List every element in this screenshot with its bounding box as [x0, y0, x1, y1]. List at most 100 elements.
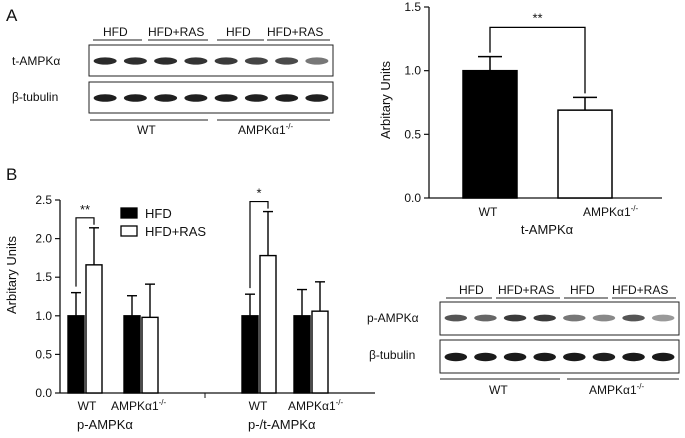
blot-band [154, 57, 178, 65]
chart-b-bar [311, 310, 329, 394]
chart-b-bar [85, 264, 103, 394]
blot-b-group-label-2: HFD+RAS [498, 283, 554, 297]
chart-b-ytick-label: 0.5 [35, 347, 52, 361]
blot-b-row-label-2: β-tubulin [369, 348, 415, 362]
chart-a-category-ko: AMPKα1-/- [583, 204, 639, 219]
chart-b-significance-bracket [249, 200, 269, 289]
blot-band [622, 314, 645, 322]
chart-b-legend-label: HFD+RAS [145, 224, 206, 239]
blot-band [214, 94, 238, 102]
blot-a-bands-tubulin [93, 94, 329, 102]
panel-letter-a: A [6, 6, 18, 25]
blot-band [533, 352, 556, 362]
blot-band [503, 352, 527, 362]
blot-band [184, 57, 208, 65]
panel-letter-b: B [6, 165, 17, 184]
blot-b-genotype-ko: AMPKα1-/- [589, 382, 645, 397]
blot-a: HFD HFD+RAS HFD HFD+RAS t-AMPKα β-tubuli… [12, 25, 334, 137]
blot-a-group-label-2: HFD+RAS [148, 25, 204, 39]
chart-a-significance-bracket [489, 26, 586, 94]
chart-b-significance-bracket [75, 217, 95, 287]
blot-band [444, 314, 468, 322]
blot-b-group-label-3: HFD [570, 283, 595, 297]
chart-a-bar [462, 69, 518, 199]
chart-b-ytick-label: 1.0 [35, 309, 52, 323]
blot-band [93, 57, 117, 65]
blot-band [275, 94, 299, 102]
blot-band [563, 352, 586, 362]
blot-band [93, 94, 117, 102]
blot-band [305, 94, 329, 102]
chart-a-bar [557, 109, 613, 199]
chart-b-significance-label: ** [80, 202, 90, 217]
chart-b-ytick-label: 0.0 [35, 386, 52, 400]
blot-band [651, 352, 675, 362]
chart-a-significance-label: ** [532, 10, 542, 25]
chart-b: Arbitary Units 0.00.51.01.52.02.5 *** HF… [4, 186, 375, 432]
blot-band [503, 314, 527, 322]
blot-b-group-label-4: HFD+RAS [612, 283, 668, 297]
blot-band [244, 57, 268, 65]
blot-band [123, 94, 147, 102]
blot-b-bands-pamp [444, 314, 675, 322]
chart-b-category-3: WT [249, 399, 268, 413]
chart-b-group-label-1: p-AMPKα [77, 417, 133, 432]
blot-band [275, 57, 299, 65]
chart-b-bar [241, 315, 259, 394]
blot-a-group-label-4: HFD+RAS [267, 25, 323, 39]
blot-b: HFD HFD+RAS HFD HFD+RAS p-AMPKα β-tubuli… [367, 283, 680, 397]
chart-b-legend: HFD HFD+RAS [120, 206, 206, 239]
chart-b-category-4: AMPKα1-/- [288, 398, 344, 413]
blot-a-genotype-wt: WT [137, 123, 156, 137]
chart-a: Arbitary Units 0.0 0.5 1.0 1.5 ** WT AMPKα1… [378, 0, 662, 237]
chart-a-ytick-label: 0.0 [404, 191, 421, 205]
chart-b-ytick-label: 1.5 [35, 270, 52, 284]
blot-b-bands-tubulin [444, 352, 675, 362]
chart-b-ytick-label: 2.0 [35, 232, 52, 246]
blot-band [444, 352, 468, 362]
blot-band [622, 352, 645, 362]
blot-band [474, 352, 497, 362]
chart-a-ylabel: Arbitary Units [378, 60, 393, 139]
blot-band [244, 94, 268, 102]
chart-b-legend-swatch [120, 225, 138, 237]
blot-a-group-label-1: HFD [103, 25, 128, 39]
chart-b-bar [141, 316, 159, 394]
chart-b-category-1: WT [78, 399, 97, 413]
chart-b-legend-swatch [120, 207, 138, 219]
blot-a-bands-tamp [93, 57, 329, 65]
blot-a-genotype-ko: AMPKα1-/- [238, 122, 294, 137]
chart-b-legend-label: HFD [145, 206, 172, 221]
chart-a-ytick-label: 0.5 [404, 127, 421, 141]
blot-band [184, 94, 208, 102]
blot-band [563, 314, 586, 322]
blot-a-row-label-1: t-AMPKα [12, 54, 60, 68]
blot-band [651, 314, 675, 322]
chart-b-bar [67, 315, 85, 394]
chart-a-xlabel: t-AMPKα [521, 222, 574, 237]
chart-b-ylabel: Arbitary Units [4, 235, 19, 314]
chart-b-significance-label: * [256, 186, 261, 201]
chart-b-bar [123, 315, 141, 394]
blot-band [533, 314, 556, 322]
blot-band [305, 57, 329, 65]
chart-a-category-wt: WT [479, 205, 498, 219]
chart-a-ytick-label: 1.0 [404, 64, 421, 78]
chart-b-bar [259, 254, 277, 394]
chart-a-ytick-label: 1.5 [404, 0, 421, 14]
blot-b-row-label-1: p-AMPKα [367, 311, 419, 325]
blot-band [214, 57, 238, 65]
blot-band [123, 57, 147, 65]
blot-b-genotype-wt: WT [489, 383, 508, 397]
blot-band [474, 314, 497, 322]
chart-b-ytick-label: 2.5 [35, 193, 52, 207]
chart-b-group-label-2: p-/t-AMPKα [248, 417, 316, 432]
chart-b-category-2: AMPKα1-/- [111, 398, 167, 413]
blot-band [592, 352, 616, 362]
blot-a-row-label-2: β-tubulin [12, 90, 58, 104]
blot-a-group-label-3: HFD [226, 25, 251, 39]
blot-b-group-label-1: HFD [459, 283, 484, 297]
blot-band [592, 314, 616, 322]
chart-b-bar [293, 315, 311, 394]
